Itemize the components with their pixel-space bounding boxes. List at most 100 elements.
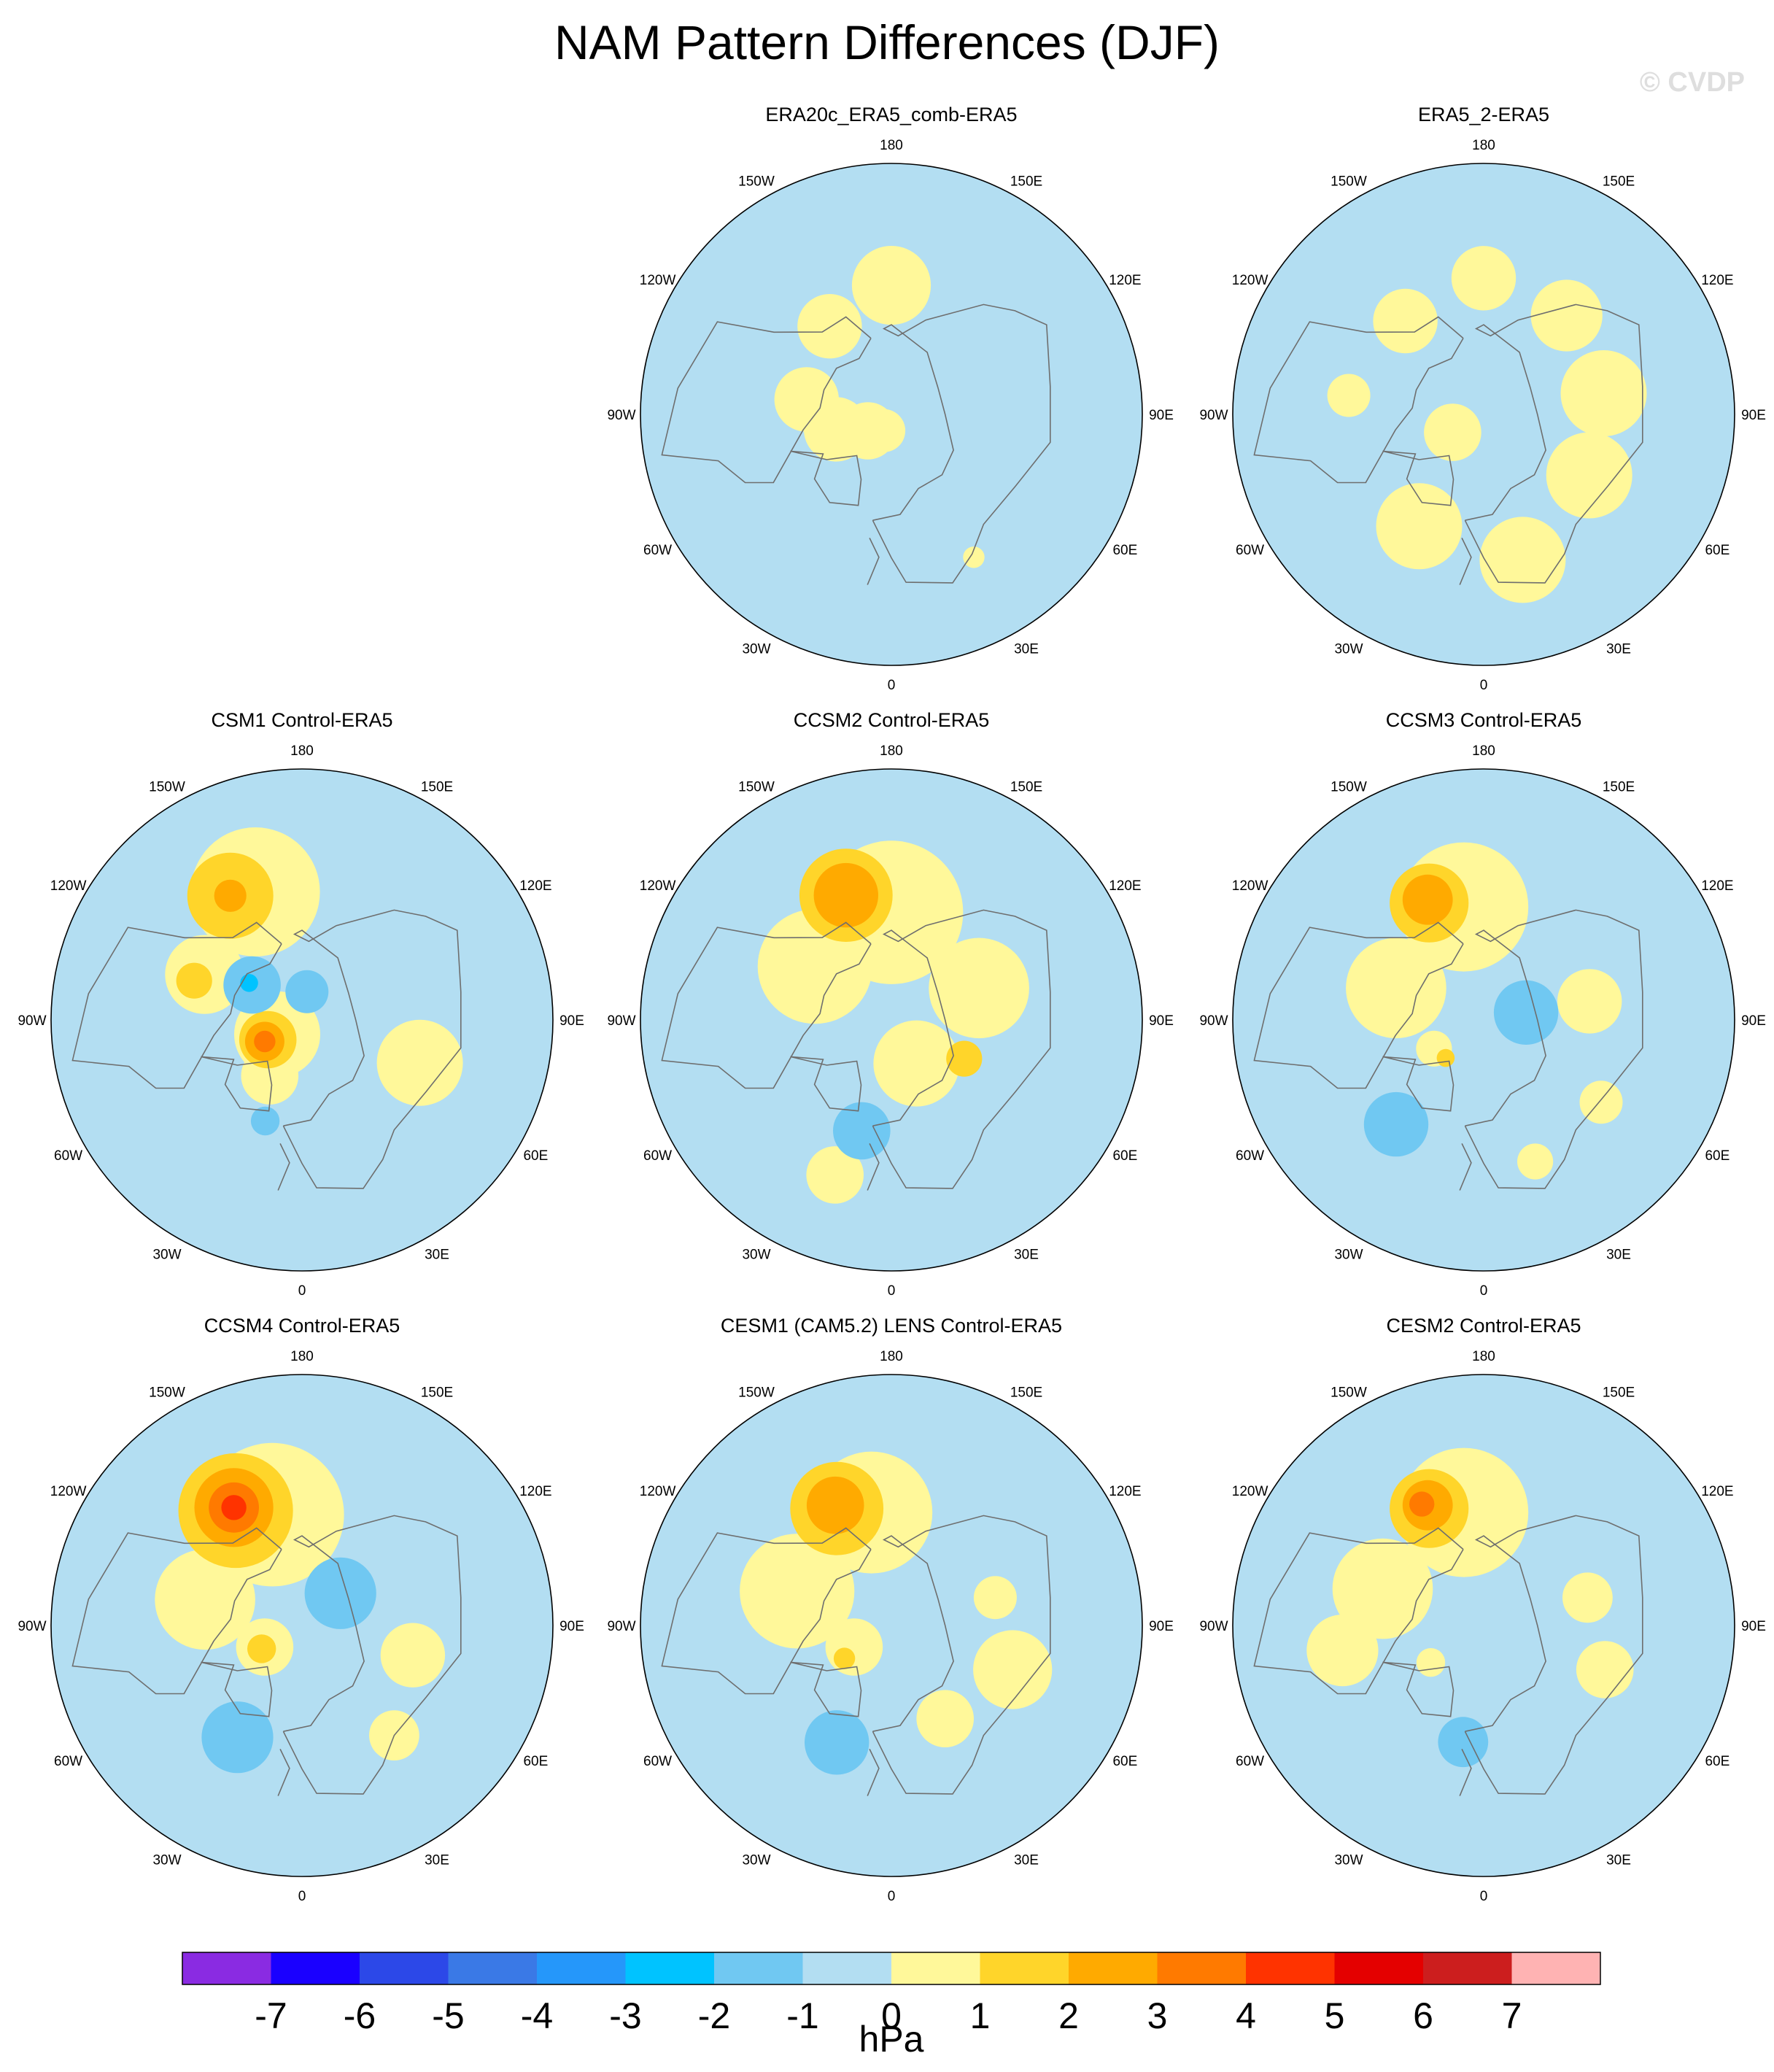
longitude-label: 90E bbox=[559, 1013, 584, 1029]
map-panel: CCSM2 Control-ERA5 180 150E 120E 90E 60E 30E 0 3… bbox=[607, 709, 1173, 1299]
longitude-label: 120E bbox=[519, 1484, 551, 1499]
coastline bbox=[867, 1143, 880, 1191]
contour-region bbox=[1416, 1648, 1446, 1677]
contour-region bbox=[813, 862, 879, 928]
longitude-label: 150E bbox=[1603, 174, 1635, 190]
colorbar-swatch bbox=[1334, 1952, 1424, 1984]
longitude-label: 150E bbox=[1010, 780, 1042, 795]
map-background bbox=[1233, 769, 1735, 1271]
coastline bbox=[1253, 1527, 1464, 1695]
longitude-label: 0 bbox=[888, 1283, 896, 1299]
colorbar-tick-label: -4 bbox=[521, 1995, 553, 2036]
contour-region bbox=[250, 1106, 280, 1136]
longitude-label: 120W bbox=[1232, 878, 1268, 894]
longitude-label: 120E bbox=[1109, 1484, 1141, 1499]
longitude-label: 150E bbox=[421, 780, 453, 795]
longitude-label: 0 bbox=[298, 1283, 306, 1299]
colorbar-swatch bbox=[891, 1952, 980, 1984]
longitude-label: 90W bbox=[1199, 408, 1228, 423]
longitude-label: 30W bbox=[742, 1852, 770, 1868]
contour-region bbox=[376, 1019, 463, 1106]
longitude-label: 150W bbox=[149, 780, 185, 795]
longitude-label: 120E bbox=[1109, 878, 1141, 894]
map-panel: CCSM4 Control-ERA5 180 150E 120E 90E 60E 30E 0 3… bbox=[18, 1315, 584, 1904]
watermark: © CVDP bbox=[1639, 67, 1745, 98]
colorbar-swatch bbox=[271, 1952, 360, 1984]
longitude-label: 30E bbox=[1014, 641, 1039, 657]
colorbar-tick-label: 5 bbox=[1325, 1995, 1345, 2036]
coastline bbox=[1253, 316, 1464, 484]
map-border bbox=[1232, 768, 1735, 1272]
map-background bbox=[1233, 163, 1735, 665]
longitude-label: 120W bbox=[640, 1484, 676, 1499]
coastline bbox=[661, 921, 872, 1089]
longitude-label: 0 bbox=[1480, 678, 1488, 693]
longitude-label: 30W bbox=[152, 1247, 181, 1262]
contour-region bbox=[851, 246, 931, 325]
contour-region bbox=[1409, 1491, 1435, 1517]
longitude-label: 30W bbox=[1334, 1852, 1363, 1868]
coastline bbox=[790, 450, 862, 506]
coastline bbox=[277, 1749, 290, 1796]
contour-region bbox=[862, 409, 906, 452]
colorbar-swatch bbox=[1157, 1952, 1247, 1984]
longitude-label: 60E bbox=[523, 1754, 548, 1769]
longitude-label: 60W bbox=[643, 543, 672, 558]
longitude-label: 60W bbox=[1236, 543, 1264, 558]
coastline bbox=[867, 538, 880, 585]
contour-region bbox=[916, 1690, 974, 1747]
longitude-label: 30E bbox=[1606, 641, 1631, 657]
longitude-label: 30E bbox=[1014, 1852, 1039, 1868]
longitude-label: 60W bbox=[643, 1754, 672, 1769]
contour-region bbox=[1346, 938, 1446, 1039]
longitude-label: 150E bbox=[1603, 780, 1635, 795]
contour-region bbox=[1438, 1717, 1489, 1768]
coastline bbox=[1459, 1749, 1472, 1796]
longitude-label: 90W bbox=[1199, 1013, 1228, 1029]
coastline bbox=[790, 1661, 862, 1717]
coastline bbox=[1459, 538, 1472, 585]
contour-region bbox=[833, 1102, 891, 1160]
longitude-label: 150W bbox=[1330, 174, 1367, 190]
contour-region bbox=[929, 938, 1029, 1039]
colorbar-tick-label: -3 bbox=[609, 1995, 641, 2036]
longitude-label: 120E bbox=[1701, 878, 1733, 894]
panel-title: CCSM2 Control-ERA5 bbox=[794, 709, 990, 731]
colorbar-swatch bbox=[182, 1952, 271, 1984]
contour-region bbox=[1436, 1048, 1455, 1067]
longitude-label: 90W bbox=[607, 408, 635, 423]
longitude-label: 60W bbox=[1236, 1754, 1264, 1769]
contour-region bbox=[1402, 874, 1453, 925]
longitude-label: 120E bbox=[1701, 273, 1733, 288]
contour-region bbox=[963, 546, 985, 568]
longitude-label: 120W bbox=[50, 878, 87, 894]
longitude-label: 30W bbox=[1334, 1247, 1363, 1262]
longitude-label: 30E bbox=[1606, 1247, 1631, 1262]
longitude-label: 60E bbox=[1705, 1754, 1730, 1769]
panel-title: ERA5_2-ERA5 bbox=[1418, 104, 1549, 125]
longitude-label: 120W bbox=[1232, 1484, 1268, 1499]
map-border bbox=[50, 768, 554, 1272]
map-background bbox=[1233, 1375, 1735, 1876]
contour-region bbox=[873, 1020, 960, 1107]
colorbar-tick-label: 0 bbox=[881, 1995, 902, 2036]
colorbar-swatch bbox=[802, 1952, 892, 1984]
colorbar-tick-label: -1 bbox=[786, 1995, 818, 2036]
longitude-label: 30W bbox=[152, 1852, 181, 1868]
contour-region bbox=[797, 294, 862, 359]
longitude-label: 180 bbox=[290, 743, 314, 759]
colorbar-swatch bbox=[1246, 1952, 1335, 1984]
map-panel: ERA20c_ERA5_comb-ERA5 180 150E 120E 90E 60E 30… bbox=[607, 104, 1173, 693]
longitude-label: 120E bbox=[1109, 273, 1141, 288]
longitude-label: 180 bbox=[1472, 138, 1495, 153]
contour-region bbox=[155, 1549, 255, 1650]
colorbar-swatch bbox=[714, 1952, 803, 1984]
contour-region bbox=[1424, 403, 1481, 461]
panel-title: CCSM4 Control-ERA5 bbox=[204, 1315, 400, 1337]
longitude-label: 150E bbox=[421, 1385, 453, 1401]
longitude-label: 90W bbox=[607, 1013, 635, 1029]
contour-region bbox=[946, 1040, 983, 1077]
contour-region bbox=[1306, 1615, 1379, 1687]
map-panel: ERA5_2-ERA5 180 150E 120E 90E 60E 30E 0 30W 60W 90… bbox=[1199, 104, 1765, 693]
contour-region bbox=[833, 1647, 856, 1669]
